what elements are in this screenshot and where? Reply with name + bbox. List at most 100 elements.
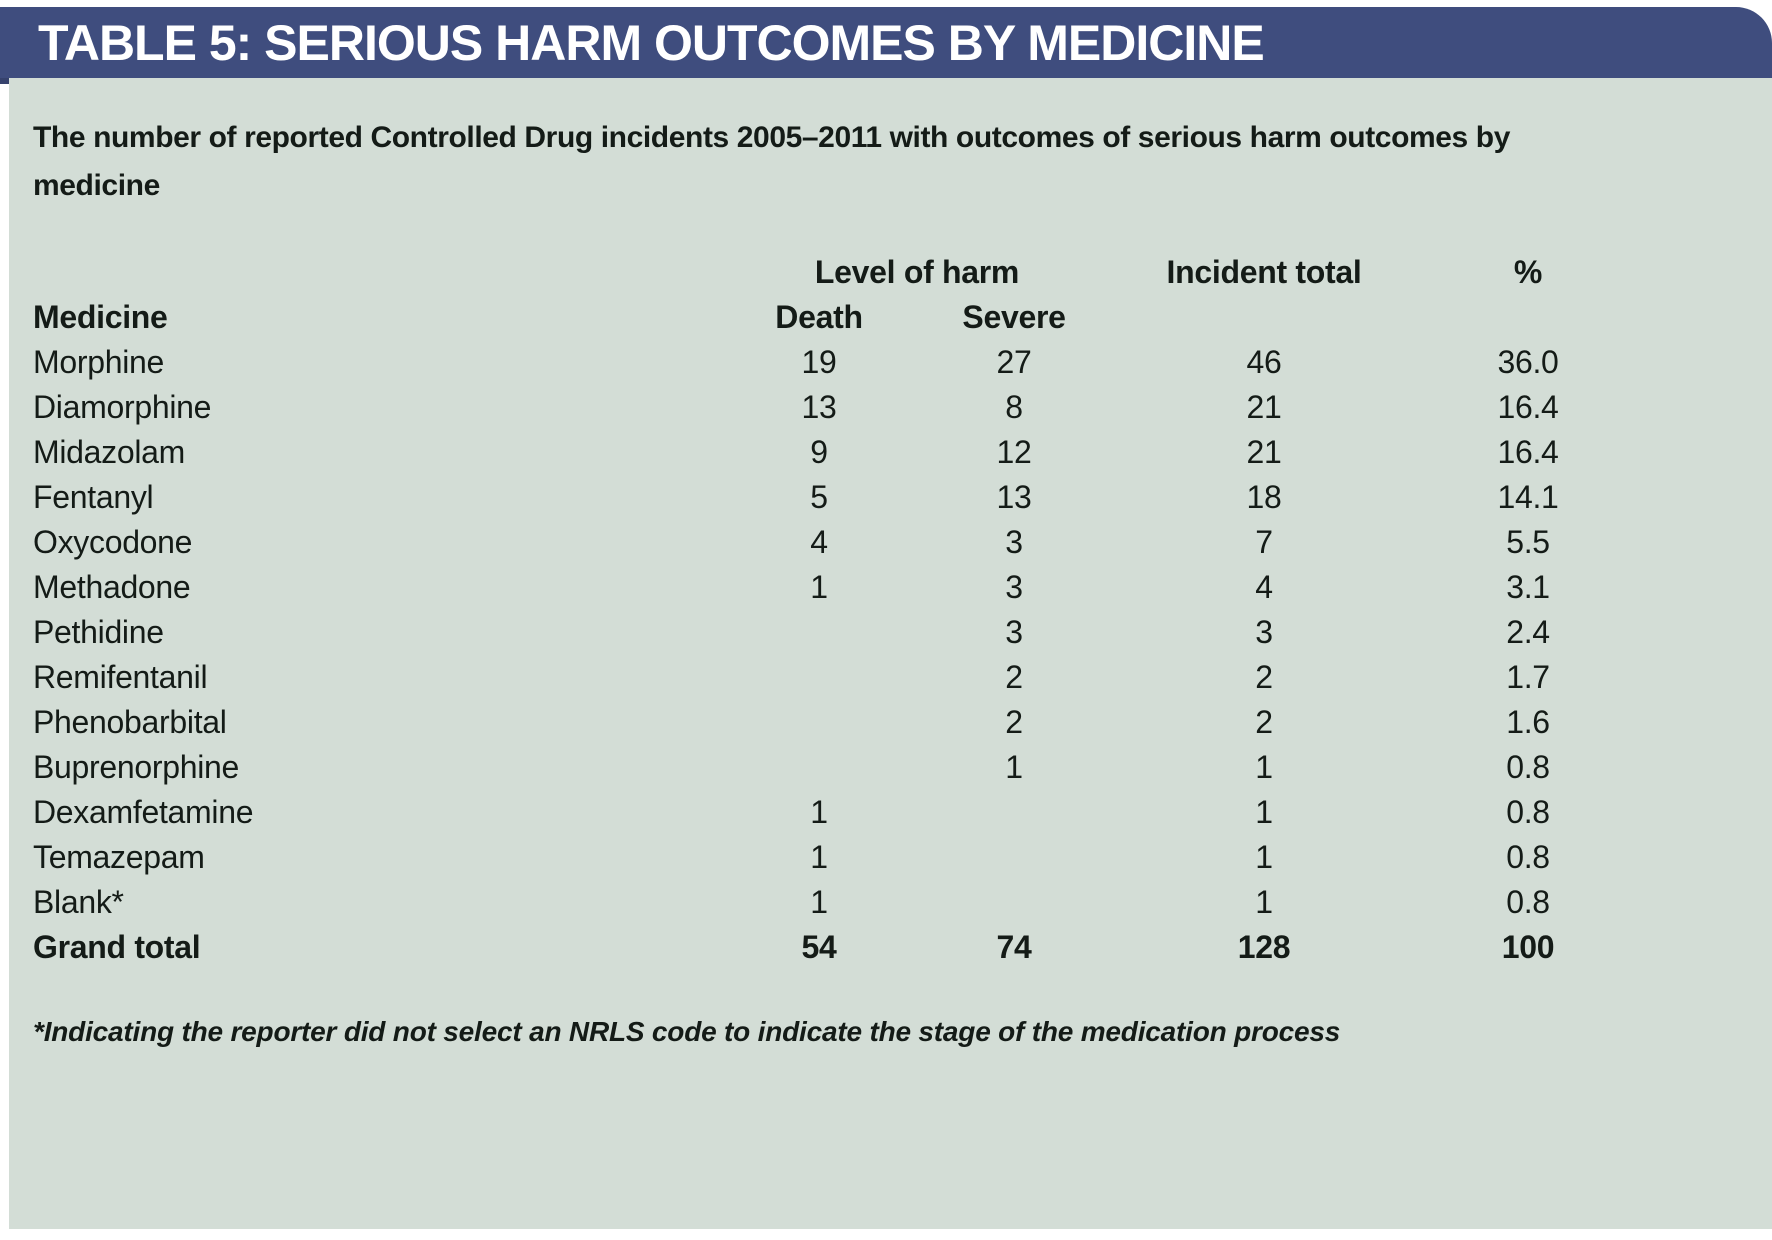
death-cell: 13 (801, 389, 837, 425)
medicine-cell: Midazolam (33, 434, 186, 470)
table-title-bar: TABLE 5: SERIOUS HARM OUTCOMES BY MEDICI… (0, 7, 1772, 78)
incident-total-cell: 21 (1246, 434, 1282, 470)
group-header-row: Level of harm Incident total % (33, 250, 1640, 295)
table-header: Level of harm Incident total % Medicine … (33, 250, 1640, 340)
incident-total-cell: 1 (1255, 839, 1273, 875)
table-row: Remifentanil 2 2 1.7 (33, 655, 1640, 700)
medicine-cell: Fentanyl (33, 479, 154, 515)
medicine-cell: Pethidine (33, 614, 164, 650)
severe-cell: 2 (1005, 659, 1023, 695)
severe-cell: 27 (996, 344, 1032, 380)
percent-cell: 3.1 (1506, 569, 1550, 605)
percent-cell: 1.6 (1506, 704, 1550, 740)
table-row: Buprenorphine 1 1 0.8 (33, 745, 1640, 790)
medicine-cell: Temazepam (33, 839, 205, 875)
severe-cell: 3 (1005, 569, 1023, 605)
severe-cell: 1 (1005, 749, 1023, 785)
medicine-cell: Remifentanil (33, 659, 208, 695)
percent-cell: 0.8 (1506, 794, 1550, 830)
table-footnote: *Indicating the reporter did not select … (33, 1016, 1341, 1047)
table-row: Phenobarbital 2 2 1.6 (33, 700, 1640, 745)
table-panel: The number of reported Controlled Drug i… (9, 78, 1772, 1229)
table-caption: The number of reported Controlled Drug i… (33, 121, 1510, 202)
death-cell (722, 745, 916, 790)
harm-outcomes-table: Level of harm Incident total % Medicine … (33, 250, 1640, 970)
table-row: Oxycodone 4 3 7 5.5 (33, 520, 1640, 565)
medicine-cell: Grand total (33, 929, 201, 965)
severe-cell: 13 (996, 479, 1032, 515)
incident-total-cell: 18 (1246, 479, 1282, 515)
percent-cell: 1.7 (1506, 659, 1550, 695)
incident-total-cell: 1 (1255, 749, 1273, 785)
incident-total-cell: 3 (1255, 614, 1273, 650)
column-header-severe: Severe (962, 299, 1066, 335)
incident-total-cell: 2 (1255, 704, 1273, 740)
medicine-cell: Oxycodone (33, 524, 193, 560)
incident-total-cell: 21 (1246, 389, 1282, 425)
incident-total-cell: 1 (1255, 884, 1273, 920)
medicine-cell: Diamorphine (33, 389, 212, 425)
percent-cell: 0.8 (1506, 839, 1550, 875)
death-cell: 54 (801, 929, 837, 965)
medicine-cell: Blank* (33, 884, 124, 920)
medicine-cell: Buprenorphine (33, 749, 240, 785)
table-body: Morphine 19 27 46 36.0 Diamorphine 13 8 … (33, 340, 1640, 970)
group-header-empty (33, 250, 722, 295)
table-row: Blank* 1 1 0.8 (33, 880, 1640, 925)
group-header-level-of-harm: Level of harm (814, 254, 1020, 290)
table-row: Morphine 19 27 46 36.0 (33, 340, 1640, 385)
table-row: Grand total 54 74 128 100 (33, 925, 1640, 970)
percent-cell: 16.4 (1497, 434, 1559, 470)
medicine-cell: Phenobarbital (33, 704, 227, 740)
table-row: Pethidine 3 3 2.4 (33, 610, 1640, 655)
group-header-incident-total: Incident total (1166, 254, 1362, 290)
table-row: Fentanyl 5 13 18 14.1 (33, 475, 1640, 520)
death-cell: 1 (810, 794, 828, 830)
medicine-cell: Dexamfetamine (33, 794, 254, 830)
table-row: Temazepam 1 1 0.8 (33, 835, 1640, 880)
severe-cell (916, 880, 1112, 925)
percent-cell: 36.0 (1497, 344, 1559, 380)
column-header-medicine: Medicine (33, 299, 168, 335)
percent-cell: 14.1 (1497, 479, 1559, 515)
incident-total-cell: 7 (1255, 524, 1273, 560)
death-cell: 9 (810, 434, 828, 470)
percent-cell: 100 (1501, 929, 1555, 965)
severe-cell: 12 (996, 434, 1032, 470)
severe-cell: 74 (996, 929, 1032, 965)
severe-cell: 3 (1005, 614, 1023, 650)
percent-cell: 5.5 (1506, 524, 1550, 560)
death-cell (722, 610, 916, 655)
percent-cell: 0.8 (1506, 749, 1550, 785)
table-row: Diamorphine 13 8 21 16.4 (33, 385, 1640, 430)
death-cell: 4 (810, 524, 828, 560)
severe-cell (916, 835, 1112, 880)
incident-total-cell: 46 (1246, 344, 1282, 380)
severe-cell: 8 (1005, 389, 1023, 425)
death-cell: 19 (801, 344, 837, 380)
death-cell: 1 (810, 569, 828, 605)
percent-cell: 16.4 (1497, 389, 1559, 425)
medicine-cell: Morphine (33, 344, 165, 380)
table-row: Dexamfetamine 1 1 0.8 (33, 790, 1640, 835)
incident-total-cell: 4 (1255, 569, 1273, 605)
percent-cell: 0.8 (1506, 884, 1550, 920)
column-header-death: Death (775, 299, 863, 335)
severe-cell (916, 790, 1112, 835)
incident-total-cell: 1 (1255, 794, 1273, 830)
incident-total-cell: 128 (1237, 929, 1291, 965)
incident-total-cell: 2 (1255, 659, 1273, 695)
percent-cell: 2.4 (1506, 614, 1550, 650)
column-header-spacer-incident (1112, 295, 1416, 340)
table-row: Methadone 1 3 4 3.1 (33, 565, 1640, 610)
group-header-percent: % (1513, 254, 1543, 290)
medicine-cell: Methadone (33, 569, 191, 605)
table-row: Midazolam 9 12 21 16.4 (33, 430, 1640, 475)
column-header-row: Medicine Death Severe (33, 295, 1640, 340)
death-cell (722, 655, 916, 700)
severe-cell: 3 (1005, 524, 1023, 560)
table-title: TABLE 5: SERIOUS HARM OUTCOMES BY MEDICI… (38, 14, 1265, 71)
severe-cell: 2 (1005, 704, 1023, 740)
death-cell: 1 (810, 839, 828, 875)
death-cell: 1 (810, 884, 828, 920)
